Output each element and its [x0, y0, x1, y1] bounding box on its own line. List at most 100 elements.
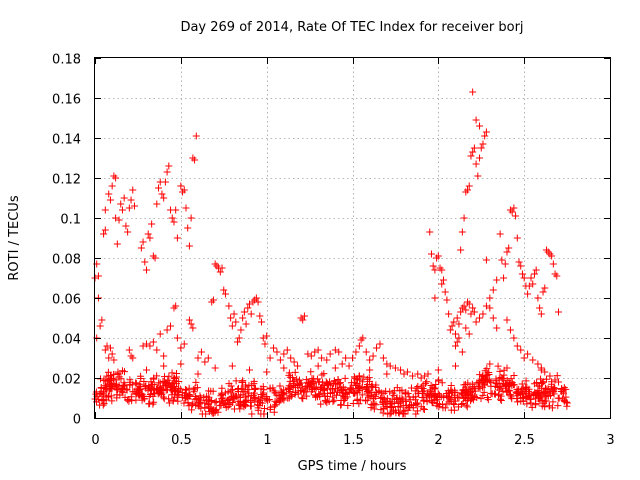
- data-point: [228, 362, 236, 370]
- data-point: [307, 368, 315, 376]
- data-point: [412, 410, 420, 418]
- data-point: [326, 350, 334, 358]
- data-point: [127, 196, 135, 204]
- data-point: [194, 370, 202, 378]
- data-point: [432, 380, 440, 388]
- data-point: [331, 364, 339, 372]
- data-point: [517, 262, 525, 270]
- data-point: [337, 401, 345, 409]
- y-tick-label: 0.06: [52, 293, 81, 308]
- data-point: [459, 391, 467, 399]
- data-point: [234, 397, 242, 405]
- data-point: [98, 316, 106, 324]
- data-point: [508, 208, 516, 216]
- data-point: [337, 401, 345, 409]
- data-point: [464, 379, 472, 387]
- data-point: [382, 402, 390, 410]
- data-point: [117, 375, 125, 383]
- data-point: [287, 354, 295, 362]
- data-point: [194, 354, 202, 362]
- data-point: [119, 389, 127, 397]
- x-tick-label: 2.5: [514, 433, 535, 448]
- y-tick-label: 0.1: [60, 213, 81, 228]
- data-point: [288, 391, 296, 399]
- data-point: [441, 288, 449, 296]
- data-point: [108, 182, 116, 190]
- data-point: [189, 324, 197, 332]
- data-point: [434, 252, 442, 260]
- data-point: [280, 396, 288, 404]
- data-point: [510, 204, 518, 212]
- data-point: [470, 383, 478, 391]
- data-point: [279, 395, 287, 403]
- data-point: [458, 348, 466, 356]
- data-point: [280, 364, 288, 372]
- data-point: [388, 403, 396, 411]
- data-point: [452, 330, 459, 338]
- data-point: [380, 389, 388, 397]
- data-point: [503, 316, 511, 324]
- data-point: [403, 368, 411, 376]
- data-point: [349, 354, 356, 362]
- data-point: [510, 381, 518, 389]
- data-point: [323, 356, 331, 364]
- data-point: [101, 206, 109, 214]
- data-point: [130, 202, 138, 210]
- data-point: [472, 116, 480, 124]
- data-point: [296, 379, 304, 387]
- data-point: [338, 360, 346, 368]
- data-point: [140, 395, 148, 403]
- data-point: [555, 308, 562, 316]
- data-point: [418, 394, 426, 402]
- data-point: [335, 380, 343, 388]
- data-point: [193, 384, 201, 392]
- data-point: [173, 370, 181, 378]
- data-point: [557, 387, 565, 395]
- data-point: [237, 401, 245, 409]
- data-point: [275, 398, 283, 406]
- data-point: [467, 152, 475, 160]
- data-point: [148, 220, 156, 228]
- data-point: [528, 403, 536, 411]
- data-point: [153, 200, 161, 208]
- data-point: [465, 300, 473, 308]
- data-point: [181, 385, 189, 393]
- data-point: [394, 402, 402, 410]
- data-point: [358, 383, 366, 391]
- data-point: [146, 234, 154, 242]
- data-point: [129, 354, 137, 362]
- data-point: [220, 286, 228, 294]
- data-point: [477, 144, 485, 152]
- data-point: [155, 379, 163, 387]
- data-point: [158, 190, 166, 198]
- data-point: [351, 381, 359, 389]
- data-point: [104, 368, 112, 376]
- data-point: [105, 376, 113, 384]
- data-point: [450, 318, 458, 326]
- data-point: [539, 288, 547, 296]
- data-point: [132, 396, 140, 404]
- data-point: [289, 382, 297, 390]
- data-point: [447, 386, 455, 394]
- data-point: [110, 356, 118, 364]
- data-point: [489, 314, 497, 322]
- data-point: [453, 314, 461, 322]
- data-point: [522, 377, 530, 385]
- data-point: [106, 344, 114, 352]
- data-point: [307, 352, 315, 360]
- data-point: [438, 266, 446, 274]
- data-point: [487, 382, 495, 390]
- data-point: [187, 320, 195, 328]
- data-point: [254, 298, 262, 306]
- data-point: [283, 346, 291, 354]
- data-point: [534, 390, 542, 398]
- data-point: [314, 346, 322, 354]
- data-point: [173, 234, 181, 242]
- data-point: [536, 304, 544, 312]
- data-point: [534, 382, 542, 390]
- data-point: [182, 386, 190, 394]
- data-point: [455, 320, 463, 328]
- data-point: [513, 342, 521, 350]
- data-point: [502, 381, 510, 389]
- data-point: [482, 375, 490, 383]
